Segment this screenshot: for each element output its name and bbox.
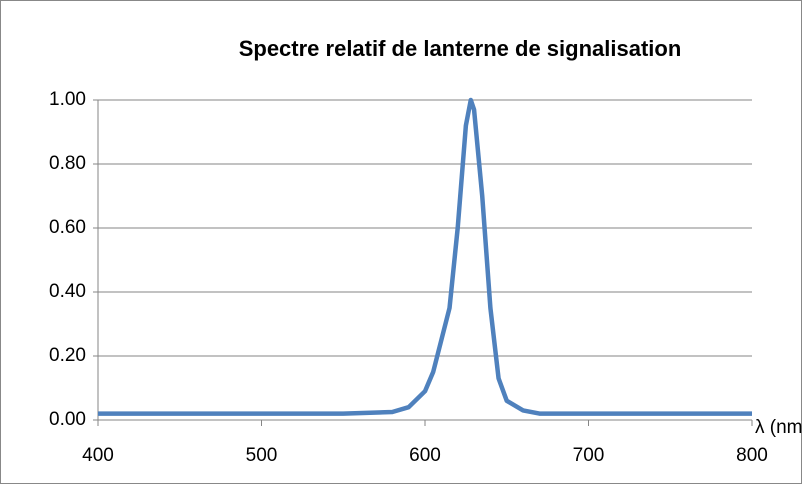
x-tick-label: 700 (573, 445, 605, 466)
y-tick-label: 0.00 (49, 409, 86, 430)
chart-title: Spectre relatif de lanterne de signalisa… (239, 36, 682, 61)
y-tick-label: 0.20 (49, 345, 86, 366)
x-axis-label: λ (nm) (755, 417, 802, 438)
y-tick-label: 1.00 (49, 89, 86, 110)
x-tick-label: 600 (409, 445, 441, 466)
y-tick-label: 0.80 (49, 153, 86, 174)
y-tick-label: 0.40 (49, 281, 86, 302)
x-tick-label: 400 (82, 445, 114, 466)
x-tick-label: 800 (736, 445, 768, 466)
line-series (98, 97, 752, 416)
y-tick-label: 0.60 (49, 217, 86, 238)
x-tick-label: 500 (246, 445, 278, 466)
